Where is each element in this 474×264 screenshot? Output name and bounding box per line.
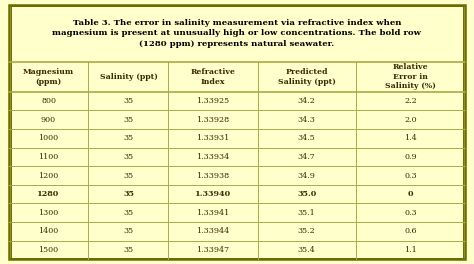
Text: 1280: 1280 xyxy=(37,190,60,198)
Text: 35.4: 35.4 xyxy=(298,246,316,254)
Text: 1.33944: 1.33944 xyxy=(196,227,229,235)
Text: 1300: 1300 xyxy=(38,209,59,217)
Text: 0: 0 xyxy=(408,190,413,198)
Text: 1.33925: 1.33925 xyxy=(196,97,229,105)
Text: 1.33931: 1.33931 xyxy=(196,134,229,142)
Text: Salinity (ppt): Salinity (ppt) xyxy=(100,73,157,81)
Text: 1100: 1100 xyxy=(38,153,59,161)
Text: 34.7: 34.7 xyxy=(298,153,316,161)
Text: 35: 35 xyxy=(123,153,134,161)
Text: 0.3: 0.3 xyxy=(404,209,417,217)
Text: 2.0: 2.0 xyxy=(404,116,417,124)
Text: Relative
Error in
Salinity (%): Relative Error in Salinity (%) xyxy=(385,63,436,91)
Text: 35: 35 xyxy=(123,172,134,180)
Text: 1.33940: 1.33940 xyxy=(195,190,231,198)
Text: 1200: 1200 xyxy=(38,172,59,180)
Text: 34.5: 34.5 xyxy=(298,134,316,142)
Text: 1.33938: 1.33938 xyxy=(196,172,229,180)
Text: 35.2: 35.2 xyxy=(298,227,316,235)
Text: 1400: 1400 xyxy=(38,227,59,235)
Text: 35: 35 xyxy=(123,190,134,198)
Text: 1000: 1000 xyxy=(38,134,59,142)
Text: 1500: 1500 xyxy=(38,246,59,254)
Text: 35: 35 xyxy=(123,116,134,124)
Text: 1.33941: 1.33941 xyxy=(196,209,229,217)
Text: 35: 35 xyxy=(123,134,134,142)
Text: 35: 35 xyxy=(123,246,134,254)
Text: 34.2: 34.2 xyxy=(298,97,316,105)
Text: 0.6: 0.6 xyxy=(404,227,417,235)
Text: 900: 900 xyxy=(41,116,56,124)
Text: Table 3. The error in salinity measurement via refractive index when
magnesium i: Table 3. The error in salinity measureme… xyxy=(53,19,421,48)
Text: 35.0: 35.0 xyxy=(297,190,316,198)
Text: 1.33934: 1.33934 xyxy=(196,153,229,161)
Text: Refractive
Index: Refractive Index xyxy=(191,68,236,86)
Text: 2.2: 2.2 xyxy=(404,97,417,105)
Text: Magnesium
(ppm): Magnesium (ppm) xyxy=(23,68,74,86)
Text: 35: 35 xyxy=(123,209,134,217)
Text: 1.33947: 1.33947 xyxy=(196,246,229,254)
Text: 1.33928: 1.33928 xyxy=(196,116,229,124)
Text: 35: 35 xyxy=(123,97,134,105)
Text: 34.3: 34.3 xyxy=(298,116,316,124)
Text: 1.1: 1.1 xyxy=(404,246,417,254)
Text: 0.9: 0.9 xyxy=(404,153,417,161)
Text: 34.9: 34.9 xyxy=(298,172,316,180)
Text: 1.4: 1.4 xyxy=(404,134,417,142)
Text: 35: 35 xyxy=(123,227,134,235)
Text: 0.3: 0.3 xyxy=(404,172,417,180)
Text: Predicted
Salinity (ppt): Predicted Salinity (ppt) xyxy=(278,68,336,86)
Text: 35.1: 35.1 xyxy=(298,209,316,217)
Text: 800: 800 xyxy=(41,97,56,105)
